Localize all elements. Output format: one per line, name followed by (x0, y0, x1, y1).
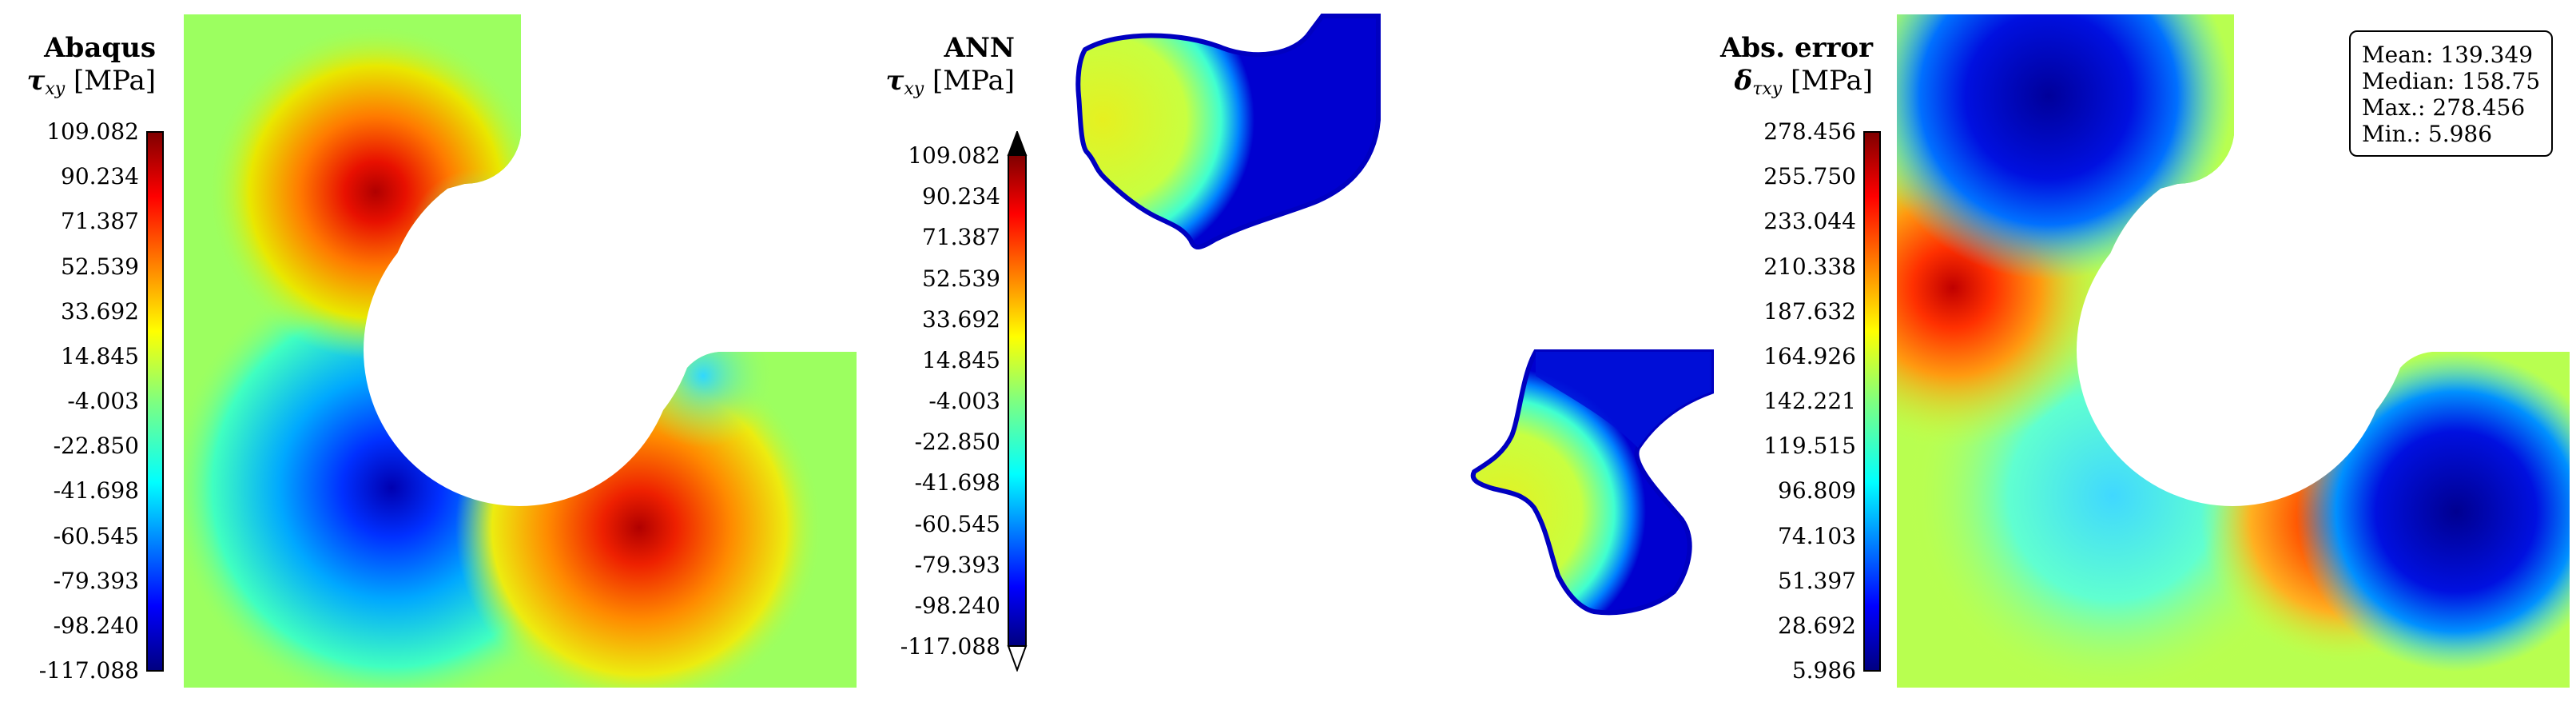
ann-colorbar-label: τxy [MPa] (885, 65, 1015, 99)
colorbar-tick-label: -4.003 (67, 388, 139, 414)
error-colorbar (1863, 131, 1881, 672)
colorbar-tick-label: -41.698 (53, 477, 139, 505)
stat-mean: Mean: 139.349 (2362, 42, 2534, 68)
colorbar-tick-label: 52.539 (922, 265, 1000, 292)
abaqus-title-block: Abaqus τxy [MPa] (0, 32, 156, 106)
colorbar-tick-label: -22.850 (914, 429, 1000, 456)
ann-colorbar-gradient (1007, 130, 1028, 672)
error-title-block: Abs. error δτxy [MPa] (1713, 32, 1873, 106)
colorbar-tick-label: 278.456 (1763, 118, 1856, 145)
colorbar-tick-label: 5.986 (1791, 657, 1856, 684)
colorbar-tick-label: 255.750 (1763, 163, 1856, 190)
ann-colorbar (1005, 130, 1029, 672)
error-colorbar-gradient (1863, 131, 1881, 672)
colorbar-tick-label: 33.692 (61, 297, 139, 325)
colorbar-tick-label: 90.234 (922, 183, 1000, 210)
colorbar-tick-label: -117.088 (38, 657, 139, 684)
stat-min: Min.: 5.986 (2362, 121, 2493, 147)
colorbar-tick-label: 28.692 (1778, 612, 1856, 639)
abaqus-tick-labels: 109.082 90.234 71.387 52.539 33.692 14.845 -4.… (0, 0, 144, 702)
colorbar-tick-label: 52.539 (61, 253, 139, 280)
ann-title-block: ANN τxy [MPa] (863, 32, 1015, 106)
colorbar-tick-label: -79.393 (914, 551, 1000, 578)
colorbar-tick-label: -4.003 (928, 388, 1000, 414)
colorbar-tick-label: 14.845 (61, 342, 139, 369)
colorbar-tick-label: -98.240 (53, 612, 139, 639)
ann-region-upper (1075, 14, 1381, 249)
colorbar-tick-label: -41.698 (914, 469, 1000, 497)
abaqus-colorbar (146, 131, 164, 672)
stat-max: Max.: 278.456 (2362, 94, 2526, 121)
colorbar-tick-label: 109.082 (908, 142, 1000, 169)
colorbar-tick-label: -60.545 (53, 522, 139, 549)
panel-abaqus: Abaqus τxy [MPa] 109.082 90.234 71.387 52.5… (0, 0, 863, 702)
ann-stress-field (1075, 14, 1714, 616)
colorbar-tick-label: 210.338 (1763, 253, 1856, 280)
stat-median: Median: 158.75 (2362, 68, 2541, 94)
abaqus-stress-field (184, 0, 863, 688)
error-tick-labels: 278.456 255.750 233.044 210.338 187.632 164.9… (1713, 0, 1861, 702)
colorbar-tick-label: 74.103 (1778, 522, 1856, 549)
colorbar-tick-label: -79.393 (53, 567, 139, 594)
colorbar-tick-label: -117.088 (900, 633, 1000, 660)
panel-abs-error: Abs. error δτxy [MPa] 278.456 255.750 233.… (1713, 0, 2576, 702)
colorbar-tick-label: 142.221 (1763, 388, 1856, 414)
ann-title: ANN (944, 32, 1015, 64)
colorbar-tick-label: 90.234 (61, 163, 139, 190)
error-colorbar-label: δτxy [MPa] (1734, 65, 1873, 99)
ann-colorbar-min-arrow (1007, 645, 1028, 672)
colorbar-tick-label: 71.387 (922, 224, 1000, 251)
error-title: Abs. error (1719, 32, 1873, 64)
colorbar-tick-label: 164.926 (1763, 342, 1856, 369)
colorbar-tick-label: -22.850 (53, 433, 139, 460)
abaqus-colorbar-label: τxy [MPa] (26, 65, 156, 99)
colorbar-tick-label: 96.809 (1778, 477, 1856, 505)
error-stats-box: Mean: 139.349 Median: 158.75 Max.: 278.4… (2349, 30, 2554, 157)
ann-tick-labels: 109.082 90.234 71.387 52.539 33.692 14.845 -4.… (863, 0, 1005, 702)
colorbar-tick-label: 51.397 (1778, 567, 1856, 594)
abaqus-title: Abaqus (44, 32, 156, 64)
colorbar-tick-label: 233.044 (1763, 208, 1856, 235)
colorbar-tick-label: 109.082 (46, 118, 139, 145)
colorbar-tick-label: -60.545 (914, 510, 1000, 537)
colorbar-tick-label: 119.515 (1763, 433, 1856, 460)
colorbar-tick-label: 33.692 (922, 305, 1000, 333)
colorbar-tick-label: 14.845 (922, 346, 1000, 373)
colorbar-tick-label: 187.632 (1763, 297, 1856, 325)
colorbar-tick-label: 71.387 (61, 208, 139, 235)
abaqus-colorbar-gradient (146, 131, 164, 672)
panel-ann: ANN τxy [MPa] 109.082 90.234 71.387 52.539 3… (863, 0, 1726, 702)
colorbar-tick-label: -98.240 (914, 592, 1000, 619)
